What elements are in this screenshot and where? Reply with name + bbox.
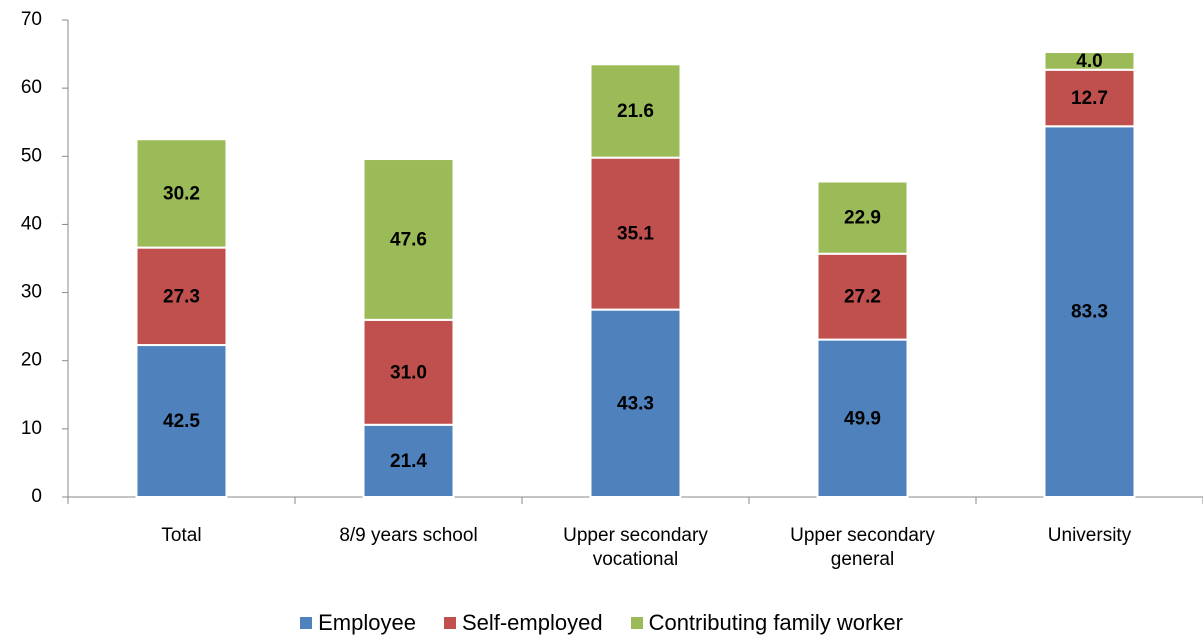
data-label: 4.0 (1076, 51, 1102, 72)
bar-segment (362, 318, 455, 426)
data-label: 27.3 (163, 286, 200, 307)
legend-label: Self-employed (461, 610, 603, 635)
y-tick-label: 0 (31, 486, 42, 507)
data-label: 31.0 (390, 362, 427, 383)
data-label: 42.5 (163, 411, 200, 432)
legend-label: Contributing family worker (648, 610, 903, 635)
bar-segment (1043, 68, 1136, 128)
data-label: 22.9 (844, 208, 881, 229)
legend-item: Self-employed (443, 610, 603, 636)
data-label: 21.4 (390, 451, 427, 472)
data-label: 27.2 (844, 287, 881, 308)
y-tick-label: 40 (21, 213, 42, 234)
y-tick-label: 60 (21, 77, 42, 98)
data-label: 47.6 (390, 229, 427, 250)
bar-segment (362, 158, 455, 321)
chart: 0 10 20 30 40 50 60 70 42.5 27.3 30.2 21.4 31.0 47.6 4… (21, 9, 1203, 507)
bar-segment (135, 344, 228, 499)
x-tick-label: Upper secondary vocational (563, 525, 708, 570)
y-tick-label: 70 (21, 9, 42, 30)
x-tick-label: Total (161, 525, 202, 546)
x-tick-label: University (1047, 525, 1132, 546)
x-tick-label: 8/9 years school (339, 525, 478, 546)
data-label: 21.6 (617, 101, 654, 122)
legend-swatch (300, 617, 313, 629)
data-label: 49.9 (844, 408, 881, 429)
x-tick-label: Upper secondary general (790, 525, 935, 570)
bar-segment (589, 63, 682, 159)
bar-segment (1043, 125, 1136, 498)
bar-segment (135, 138, 228, 249)
legend-swatch (630, 617, 643, 629)
legend: Employee Self-employed Contributing family… (0, 610, 1203, 636)
y-tick-label: 10 (21, 418, 42, 439)
y-tick-label: 20 (21, 350, 42, 371)
data-label: 12.7 (1071, 88, 1108, 109)
bar-segment (816, 252, 909, 341)
bar-segment (362, 423, 455, 499)
bar-segment (589, 156, 682, 311)
data-label: 30.2 (163, 183, 200, 204)
legend-item: Contributing family worker (630, 610, 903, 636)
y-tick-label: 30 (21, 282, 42, 303)
data-label: 43.3 (617, 393, 654, 414)
bar-segment (816, 338, 909, 498)
legend-swatch (443, 617, 456, 629)
data-label: 83.3 (1071, 302, 1108, 323)
legend-label: Employee (318, 610, 416, 635)
legend-item: Employee (300, 610, 416, 636)
data-label: 35.1 (617, 224, 654, 245)
bar-segment (135, 246, 228, 347)
bar-segment (816, 180, 909, 255)
bar-segment (1043, 51, 1136, 71)
y-tick-label: 50 (21, 145, 42, 166)
